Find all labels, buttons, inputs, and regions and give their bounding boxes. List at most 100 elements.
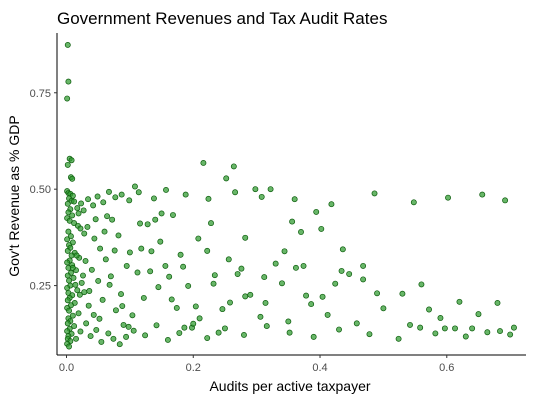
data-point [456, 298, 463, 305]
data-point [153, 322, 160, 329]
data-point [85, 302, 92, 309]
data-point [374, 290, 381, 297]
data-point [107, 273, 114, 280]
data-point [328, 201, 335, 208]
data-point [204, 335, 211, 341]
data-point [123, 333, 130, 340]
data-point [140, 294, 147, 301]
data-point [176, 330, 183, 336]
data-point [190, 320, 197, 327]
data-point [158, 210, 165, 217]
data-point [80, 272, 86, 279]
data-point [289, 218, 296, 225]
data-point [162, 262, 169, 269]
data-point [92, 216, 99, 223]
data-point [426, 306, 432, 313]
data-point [418, 281, 425, 288]
data-point [494, 299, 501, 306]
data-point [166, 273, 173, 280]
data-point [204, 247, 211, 254]
data-point [119, 303, 126, 309]
points-layer [64, 42, 517, 350]
data-point [332, 280, 339, 287]
data-point [181, 324, 188, 331]
data-point [77, 225, 84, 232]
data-point [87, 333, 94, 340]
data-point [285, 318, 292, 325]
data-point [360, 276, 367, 283]
data-point [74, 205, 81, 212]
data-point [151, 195, 157, 202]
data-point [90, 202, 97, 209]
data-point [324, 311, 331, 318]
data-point [225, 256, 232, 263]
data-point [223, 175, 230, 182]
data-point [234, 271, 241, 277]
data-point [300, 262, 307, 269]
data-point [86, 288, 93, 294]
data-point [118, 191, 125, 198]
data-point [82, 257, 89, 264]
data-point [200, 160, 207, 166]
data-point [147, 268, 154, 275]
data-point [338, 267, 345, 274]
data-point [83, 320, 90, 327]
data-point [142, 332, 149, 339]
data-point [64, 284, 71, 291]
data-point [66, 343, 72, 350]
data-point [64, 200, 71, 207]
data-point [164, 337, 171, 343]
data-point [102, 256, 109, 263]
data-point [484, 329, 491, 336]
data-point [73, 335, 79, 342]
data-point [185, 283, 192, 289]
data-point [407, 321, 413, 328]
data-point [73, 252, 80, 259]
data-point [261, 274, 268, 281]
data-point [96, 315, 103, 322]
data-point [76, 291, 83, 298]
data-point [64, 297, 71, 304]
data-point [286, 329, 293, 336]
data-point [399, 290, 406, 297]
data-point [247, 291, 254, 298]
x-axis-title: Audits per active taxpayer [209, 378, 370, 394]
data-point [94, 193, 101, 200]
data-point [138, 245, 145, 252]
data-point [242, 234, 249, 241]
axes-layer: 0.0 0.2 0.4 0.6 0.25 0.50 0.75 [30, 33, 526, 374]
data-point [303, 292, 310, 299]
data-point [353, 320, 360, 327]
data-point [68, 252, 75, 259]
data-point [291, 196, 298, 203]
data-point [74, 287, 81, 294]
data-point [106, 281, 113, 288]
data-point [144, 221, 151, 228]
data-point [116, 341, 123, 348]
data-point [417, 324, 424, 331]
data-point [98, 338, 105, 345]
data-point [258, 193, 265, 200]
data-point [125, 323, 132, 330]
data-point [75, 310, 82, 317]
data-point [152, 216, 159, 223]
data-point [99, 296, 106, 303]
data-point [68, 157, 75, 164]
data-point [410, 199, 417, 206]
data-point [346, 271, 353, 277]
data-point [281, 248, 288, 255]
data-point [110, 335, 117, 342]
data-point [137, 220, 143, 227]
data-point [502, 197, 509, 204]
data-point [475, 311, 482, 318]
y-axis-title: Gov't Revenue as % GDP [6, 115, 22, 276]
data-point [507, 331, 514, 338]
data-point [339, 246, 346, 253]
data-point [310, 333, 317, 340]
data-point [65, 78, 72, 85]
y-tick-label: 0.25 [30, 281, 51, 293]
data-point [66, 277, 72, 284]
data-point [210, 280, 217, 287]
data-point [135, 189, 142, 196]
data-point [371, 190, 378, 197]
